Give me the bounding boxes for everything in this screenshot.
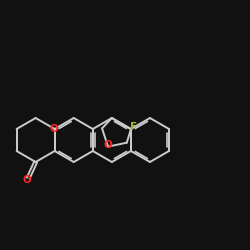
Text: O: O	[104, 140, 112, 150]
Text: O: O	[49, 124, 58, 134]
Text: O: O	[22, 175, 31, 185]
Text: F: F	[130, 122, 138, 132]
